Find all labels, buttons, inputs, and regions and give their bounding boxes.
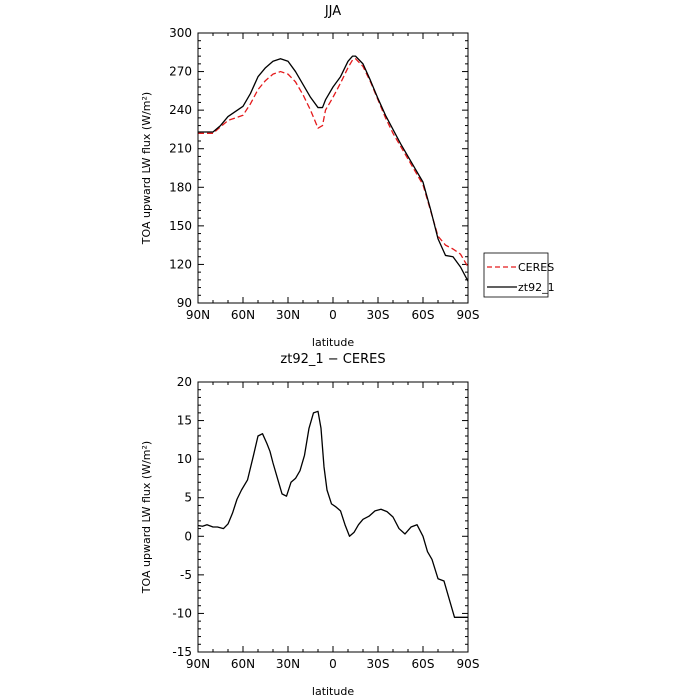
bottom-y-tick-label: -15 [172,645,192,659]
top-y-tick-label: 240 [169,103,192,117]
top-plot-frame [197,32,469,304]
bottom-y-tick-label: 0 [184,529,192,543]
bottom-x-tick-label: 90S [457,657,480,671]
top-x-tick-label: 60N [231,308,255,322]
bottom-chart-title: zt92_1 − CERES [280,352,385,367]
top-series-line-zt92-1 [198,55,469,282]
legend-ceres-label: CERES [518,261,554,274]
legend-box [483,252,549,298]
top-series-line-ceres [198,58,469,268]
legend: CERES zt92_1 [483,252,555,298]
bottom-x-axis-label: latitude [312,685,354,698]
top-panel: JJA TOA upward LW flux (W/m²) latitude 9… [140,4,555,349]
bottom-y-tick-label: 15 [177,414,192,428]
bottom-y-axis-label: TOA upward LW flux (W/m²) [140,441,153,594]
top-y-tick-label: 300 [169,26,192,40]
top-x-tick-label: 0 [329,308,337,322]
top-x-tick-label: 90N [186,308,210,322]
top-y-tick-label: 150 [169,219,192,233]
legend-zt92-label: zt92_1 [518,281,555,294]
top-x-tick-label: 30S [367,308,390,322]
bottom-x-tick-label: 30N [276,657,300,671]
top-y-tick-label: 270 [169,65,192,79]
bottom-panel: zt92_1 − CERES TOA upward LW flux (W/m²)… [140,352,479,698]
bottom-x-tick-label: 60S [412,657,435,671]
bottom-series-line-difference [197,410,468,618]
top-y-tick-label: 90 [177,296,192,310]
top-y-tick-label: 210 [169,142,192,156]
top-y-axis-label: TOA upward LW flux (W/m²) [140,92,153,245]
bottom-x-tick-label: 30S [367,657,390,671]
bottom-y-tick-label: 5 [184,491,192,505]
bottom-x-tick-label: 0 [329,657,337,671]
bottom-y-tick-label: -5 [180,568,192,582]
top-x-tick-label: 30N [276,308,300,322]
bottom-plot-frame [197,381,469,653]
top-x-tick-label: 90S [457,308,480,322]
top-chart-title: JJA [324,4,341,19]
top-y-tick-label: 120 [169,257,192,271]
bottom-x-tick-label: 60N [231,657,255,671]
top-y-tick-label: 180 [169,180,192,194]
bottom-x-tick-label: 90N [186,657,210,671]
top-x-tick-label: 60S [412,308,435,322]
bottom-y-tick-label: 10 [177,452,192,466]
bottom-y-tick-label: 20 [177,375,192,389]
bottom-y-tick-label: -10 [172,606,192,620]
top-x-axis-label: latitude [312,336,354,349]
